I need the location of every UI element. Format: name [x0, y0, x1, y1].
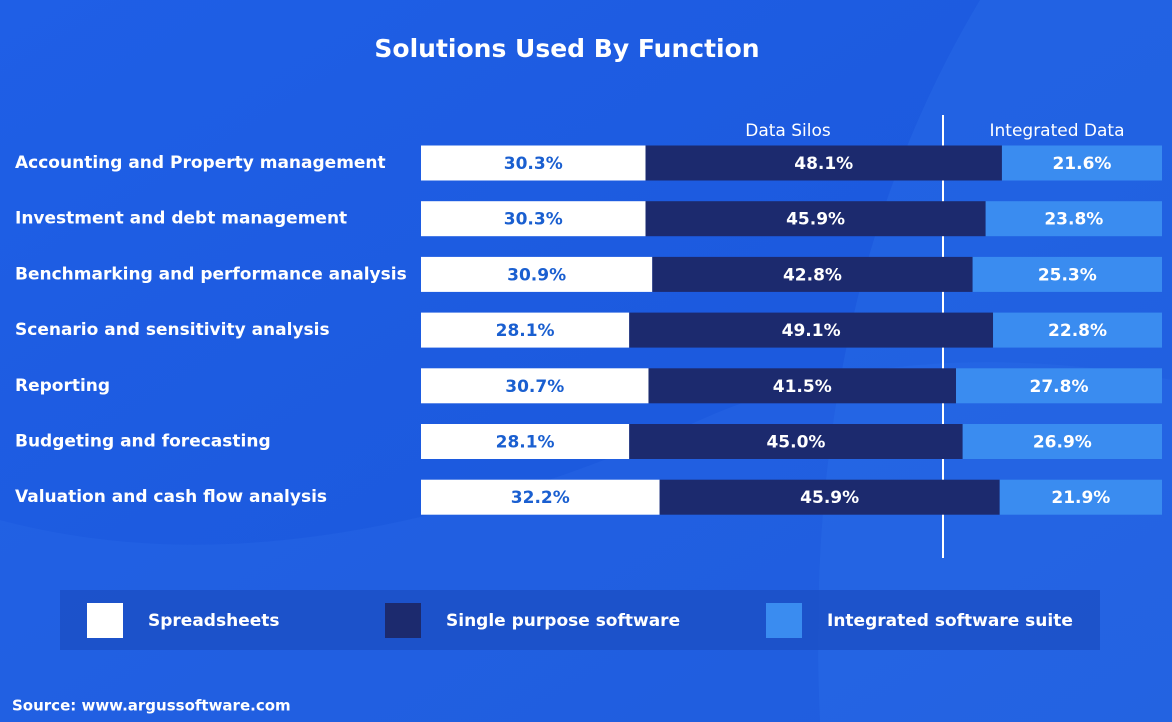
category-label: Reporting	[15, 376, 110, 396]
value-label: 28.1%	[496, 321, 555, 341]
bar-segment	[421, 201, 646, 237]
bar-segment	[652, 256, 973, 292]
value-label: 23.8%	[1044, 210, 1103, 230]
bar-segment	[421, 312, 630, 348]
legend-box	[60, 590, 1100, 650]
bar-segment	[421, 424, 630, 459]
category-label: Accounting and Property management	[15, 153, 386, 173]
annotation: Integrated Data	[989, 121, 1124, 141]
value-label: 32.2%	[511, 488, 570, 508]
value-label: 45.9%	[800, 488, 859, 508]
legend-label: Single purpose software	[446, 611, 680, 631]
category-label: Benchmarking and performance analysis	[15, 264, 407, 284]
bar-segment	[999, 479, 1162, 515]
value-label: 45.9%	[786, 210, 845, 230]
value-label: 30.7%	[505, 377, 564, 397]
bar-segment	[972, 256, 1162, 292]
category-label: Valuation and cash flow analysis	[15, 487, 327, 507]
bar-segment	[629, 312, 994, 348]
legend-swatch	[766, 603, 802, 638]
value-label: 28.1%	[496, 433, 555, 453]
annotation: Data Silos	[745, 121, 831, 141]
value-label: 49.1%	[782, 321, 841, 341]
bar-segment	[629, 424, 963, 459]
bar-segment	[985, 201, 1162, 237]
bar-segment	[993, 312, 1162, 348]
value-label: 21.6%	[1052, 154, 1111, 174]
source: Source: www.argussoftware.com	[12, 697, 291, 715]
bar-segment	[648, 368, 957, 404]
value-label: 22.8%	[1048, 321, 1107, 341]
value-label: 30.9%	[507, 265, 566, 285]
value-label: 30.3%	[504, 154, 563, 174]
bar-segment	[645, 201, 986, 237]
category-label: Scenario and sensitivity analysis	[15, 320, 330, 340]
value-label: 21.9%	[1051, 488, 1110, 508]
value-label: 27.8%	[1030, 377, 1089, 397]
bar-segment	[645, 145, 1002, 181]
bar-segment	[1001, 145, 1162, 181]
value-label: 45.0%	[766, 433, 825, 453]
chart-title: Solutions Used By Function	[374, 34, 759, 63]
category-label: Budgeting and forecasting	[15, 432, 271, 452]
value-label: 30.3%	[504, 210, 563, 230]
legend-swatch	[385, 603, 421, 638]
bar-segment	[421, 479, 660, 515]
bar-segment	[421, 145, 646, 181]
value-label: 41.5%	[773, 377, 832, 397]
legend-label: Spreadsheets	[148, 611, 280, 631]
value-label: 25.3%	[1038, 265, 1097, 285]
legend-swatch	[87, 603, 123, 638]
bar-segment	[962, 424, 1162, 459]
value-label: 26.9%	[1033, 433, 1092, 453]
value-label: 42.8%	[783, 265, 842, 285]
category-label: Investment and debt management	[15, 209, 347, 229]
bar-segment	[659, 479, 1000, 515]
legend-label: Integrated software suite	[827, 611, 1073, 631]
bar-segment	[956, 368, 1162, 404]
value-label: 48.1%	[794, 154, 853, 174]
bar-segment	[421, 256, 653, 292]
bar-segment	[421, 368, 649, 404]
